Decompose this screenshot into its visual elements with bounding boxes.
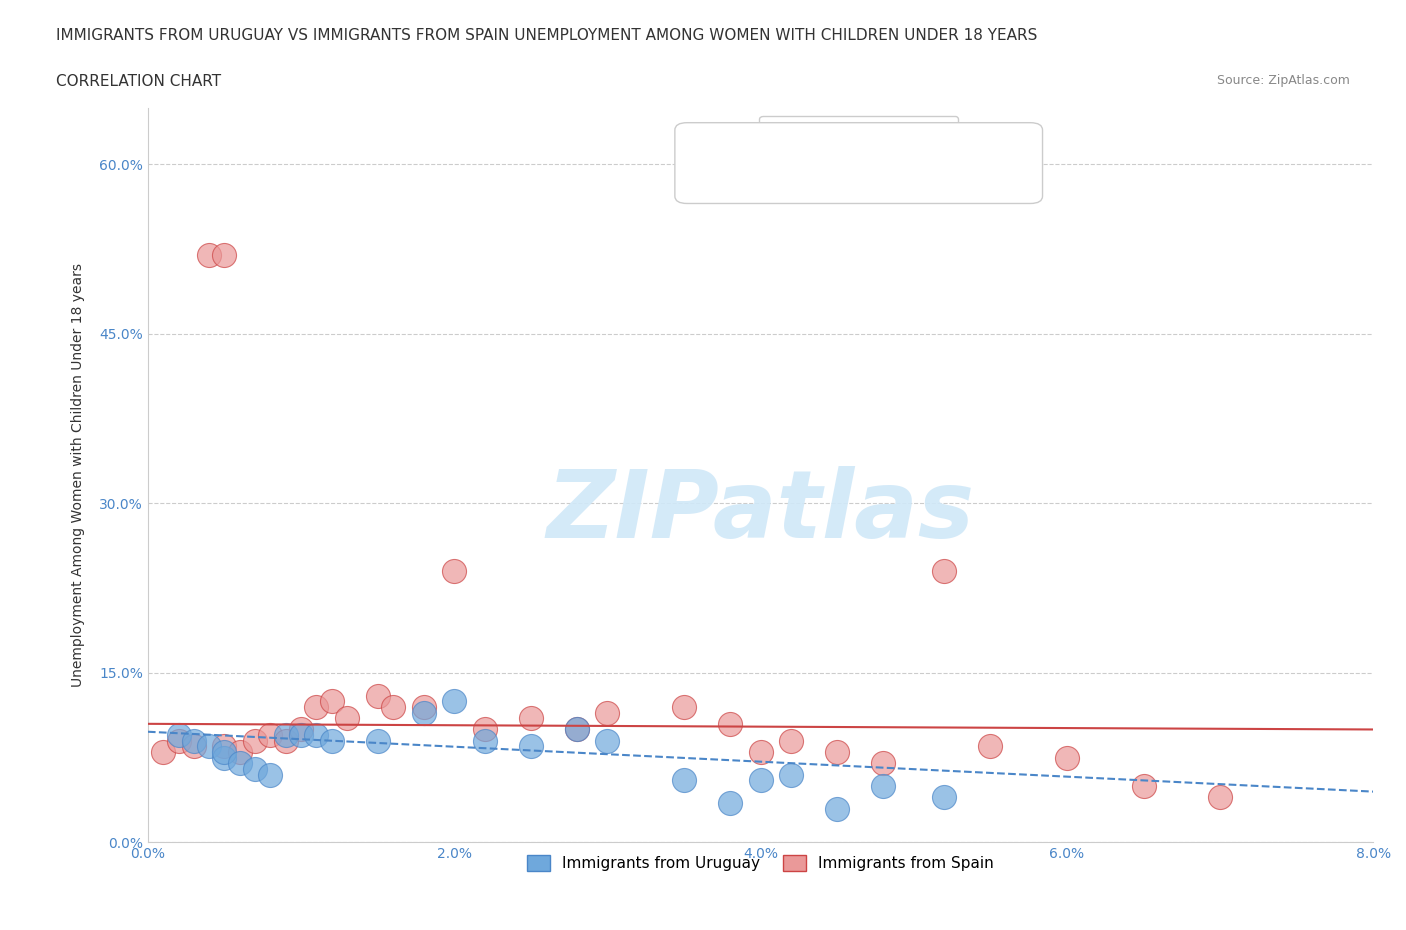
Point <box>565 722 588 737</box>
Point <box>243 734 266 749</box>
Point <box>443 564 465 578</box>
Point <box>825 745 848 760</box>
Text: CORRELATION CHART: CORRELATION CHART <box>56 74 221 89</box>
Point <box>183 734 205 749</box>
Point <box>167 727 190 742</box>
FancyBboxPatch shape <box>675 123 1042 204</box>
Point <box>367 688 389 703</box>
Point <box>673 773 696 788</box>
Point <box>412 699 434 714</box>
Point <box>979 739 1001 754</box>
Point <box>214 751 236 765</box>
Point <box>749 745 772 760</box>
Point <box>198 247 221 262</box>
Point <box>412 705 434 720</box>
Point <box>872 756 894 771</box>
Point <box>934 564 956 578</box>
Point <box>290 722 312 737</box>
Point <box>274 727 297 742</box>
Point <box>167 734 190 749</box>
Point <box>1209 790 1232 804</box>
Point <box>243 762 266 777</box>
Point <box>780 767 803 782</box>
Point <box>474 734 496 749</box>
Text: IMMIGRANTS FROM URUGUAY VS IMMIGRANTS FROM SPAIN UNEMPLOYMENT AMONG WOMEN WITH C: IMMIGRANTS FROM URUGUAY VS IMMIGRANTS FR… <box>56 28 1038 43</box>
Point <box>749 773 772 788</box>
Point <box>718 716 741 731</box>
Point <box>229 756 252 771</box>
Point <box>183 739 205 754</box>
Point <box>596 734 619 749</box>
Point <box>214 247 236 262</box>
Point <box>520 739 543 754</box>
Point <box>290 727 312 742</box>
Point <box>305 699 328 714</box>
Point <box>198 739 221 754</box>
Point <box>934 790 956 804</box>
Point <box>596 705 619 720</box>
Point <box>520 711 543 725</box>
Point <box>336 711 359 725</box>
Text: ZIPatlas: ZIPatlas <box>547 466 974 558</box>
Point <box>1056 751 1078 765</box>
Point <box>259 727 281 742</box>
Point <box>780 734 803 749</box>
Point <box>214 739 236 754</box>
Point <box>565 722 588 737</box>
Point <box>274 734 297 749</box>
Point <box>825 801 848 816</box>
Point <box>259 767 281 782</box>
Point <box>1132 778 1154 793</box>
Legend: Immigrants from Uruguay, Immigrants from Spain: Immigrants from Uruguay, Immigrants from… <box>520 847 1001 879</box>
Y-axis label: Unemployment Among Women with Children Under 18 years: Unemployment Among Women with Children U… <box>72 263 86 687</box>
Point <box>229 745 252 760</box>
Point <box>872 778 894 793</box>
Point <box>382 699 405 714</box>
Point <box>321 694 343 709</box>
Text: Source: ZipAtlas.com: Source: ZipAtlas.com <box>1216 74 1350 87</box>
Point <box>321 734 343 749</box>
Point <box>673 699 696 714</box>
Point <box>718 795 741 810</box>
Point <box>214 745 236 760</box>
Point <box>367 734 389 749</box>
Point <box>152 745 174 760</box>
Point <box>443 694 465 709</box>
Point <box>305 727 328 742</box>
Point <box>474 722 496 737</box>
